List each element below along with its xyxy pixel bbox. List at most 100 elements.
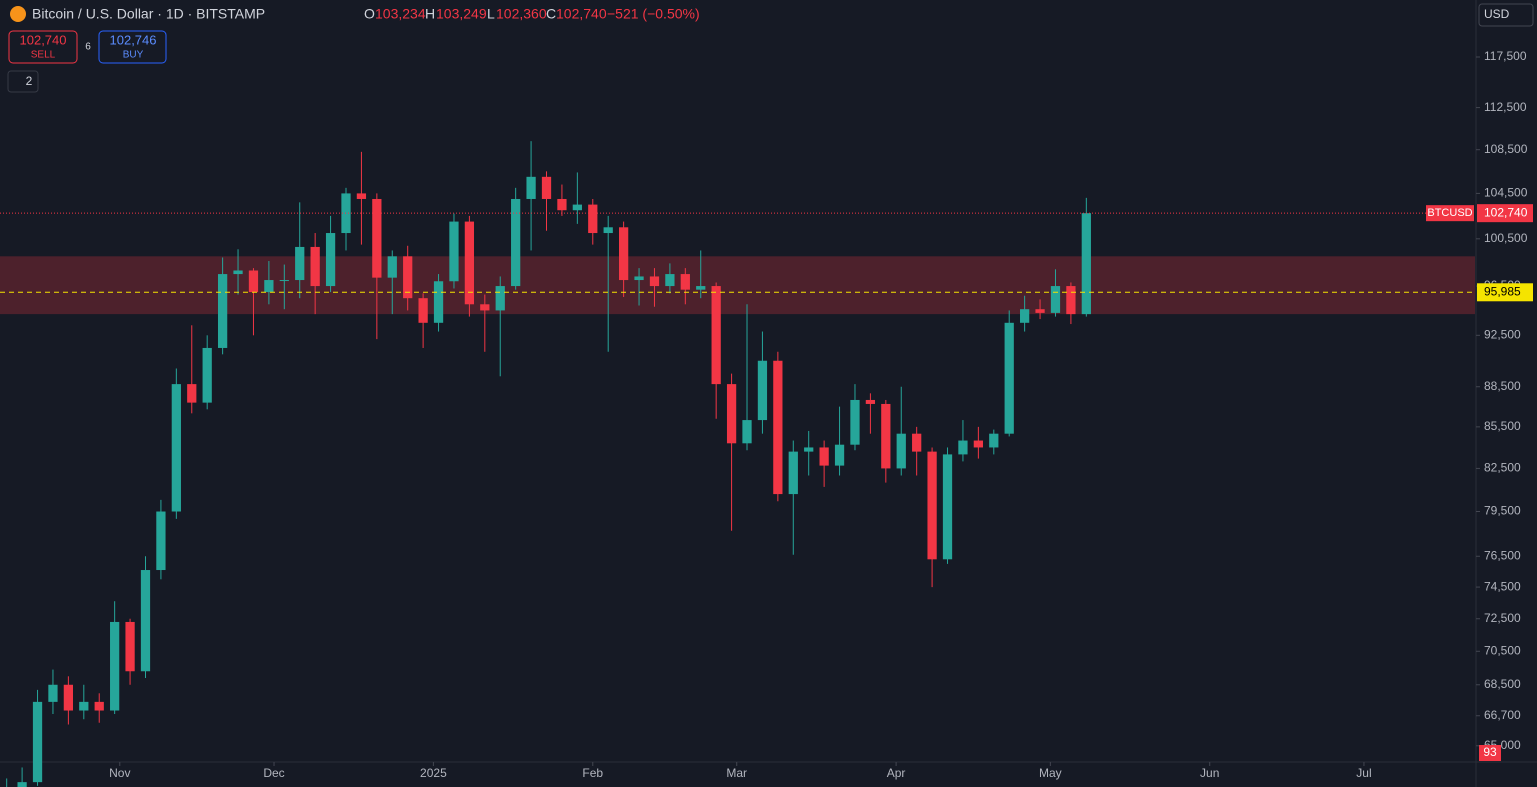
candle-body bbox=[958, 440, 968, 455]
candle-body bbox=[912, 433, 922, 452]
candle-body bbox=[356, 193, 367, 199]
ohlc-label: O bbox=[364, 6, 375, 22]
chart-title: Bitcoin / U.S. Dollar · 1D · BITSTAMP bbox=[32, 6, 265, 22]
candle-body bbox=[511, 198, 521, 287]
candle-body bbox=[927, 451, 937, 560]
candle-body bbox=[588, 204, 598, 234]
plot bbox=[0, 141, 1475, 787]
volume-badge: 93 bbox=[1483, 745, 1497, 759]
x-tick-label: Apr bbox=[887, 766, 906, 780]
volume-badge-box bbox=[1479, 745, 1501, 761]
candle-body bbox=[1081, 213, 1091, 315]
candle-body bbox=[295, 246, 305, 281]
y-tick-label: 117,500 bbox=[1484, 49, 1527, 63]
candle-body bbox=[881, 403, 891, 469]
ohlc-label: H bbox=[425, 6, 435, 22]
candle-body bbox=[217, 274, 228, 348]
candle-body bbox=[94, 701, 104, 711]
candle-body bbox=[32, 701, 43, 783]
y-tick-label: 92,500 bbox=[1484, 327, 1521, 341]
candle-body bbox=[1050, 286, 1061, 313]
last-price-box bbox=[1477, 204, 1533, 223]
y-tick-label: 82,500 bbox=[1484, 461, 1521, 475]
candle-body bbox=[279, 280, 289, 282]
ohlc-value: 103,249 bbox=[436, 6, 487, 22]
x-tick-label: Nov bbox=[109, 766, 130, 780]
candle-body bbox=[773, 360, 783, 495]
ohlc-value: 103,234 bbox=[375, 6, 426, 22]
candle-body bbox=[989, 433, 999, 448]
candle-body bbox=[248, 270, 259, 293]
ohlc-value: 102,360 bbox=[496, 6, 547, 22]
x-tick-label: Jun bbox=[1200, 766, 1219, 780]
candle-body bbox=[834, 444, 845, 466]
candle-body bbox=[665, 274, 675, 287]
x-tick-label: Dec bbox=[263, 766, 284, 780]
sell-button[interactable] bbox=[8, 30, 78, 64]
candle-body bbox=[233, 270, 243, 275]
candle-body bbox=[541, 176, 552, 199]
candle-body bbox=[788, 451, 798, 495]
candle-body bbox=[557, 198, 567, 211]
ohlc-label: L bbox=[487, 6, 495, 22]
candle-body bbox=[110, 621, 120, 711]
buy-button[interactable] bbox=[98, 30, 167, 64]
sell-price[interactable]: 102,740 bbox=[20, 32, 67, 47]
change: −521 (−0.50%) bbox=[607, 6, 700, 22]
buy-label[interactable]: BUY bbox=[123, 50, 144, 61]
y-tick-label: 100,500 bbox=[1484, 231, 1528, 245]
buy-price[interactable]: 102,746 bbox=[110, 32, 157, 47]
spread: 6 bbox=[85, 42, 91, 53]
y-tick-label: 85,500 bbox=[1484, 419, 1521, 433]
currency[interactable]: USD bbox=[1484, 7, 1510, 21]
candle-body bbox=[757, 360, 768, 421]
candle-body bbox=[896, 433, 906, 469]
candle-body bbox=[187, 384, 197, 403]
candle-body bbox=[973, 440, 983, 448]
candle-body bbox=[680, 274, 690, 290]
y-tick-label: 74,500 bbox=[1484, 579, 1521, 593]
candle-body bbox=[1004, 322, 1014, 434]
y-tick-label: 76,500 bbox=[1484, 548, 1521, 562]
candle-body bbox=[433, 281, 444, 323]
candle-body bbox=[1035, 309, 1045, 313]
candle-body bbox=[125, 621, 135, 672]
candle-body bbox=[1020, 309, 1030, 323]
candle-body bbox=[387, 256, 397, 278]
x-tick-label: Jul bbox=[1356, 766, 1371, 780]
sell-label[interactable]: SELL bbox=[31, 50, 56, 61]
indicators-count[interactable]: 2 bbox=[26, 74, 33, 88]
candle-body bbox=[17, 782, 27, 787]
ohlc-label: C bbox=[546, 6, 556, 22]
candle-body bbox=[63, 684, 74, 711]
y-tick-label: 112,500 bbox=[1484, 100, 1527, 114]
candle-body bbox=[48, 684, 58, 702]
candle-body bbox=[264, 280, 274, 293]
candle-body bbox=[449, 221, 459, 282]
candle-body bbox=[341, 193, 351, 234]
candle-body bbox=[742, 420, 752, 444]
coin-icon bbox=[10, 6, 26, 22]
ohlc-value: 102,740 bbox=[556, 6, 607, 22]
y-tick-label: 68,500 bbox=[1484, 677, 1521, 691]
y-tick-label: 108,500 bbox=[1484, 142, 1528, 156]
y-tick-label: 79,500 bbox=[1484, 504, 1521, 518]
candle-body bbox=[711, 286, 721, 385]
candle-body bbox=[804, 447, 814, 452]
candle-body bbox=[696, 286, 706, 290]
y-tick-label: 104,500 bbox=[1484, 186, 1528, 200]
x-tick-label: May bbox=[1039, 766, 1062, 780]
y-tick-label: 70,500 bbox=[1484, 643, 1521, 657]
candle-body bbox=[372, 198, 382, 278]
candle-body bbox=[526, 176, 536, 199]
value-area-zone bbox=[0, 256, 1475, 315]
candle-body bbox=[464, 221, 475, 305]
symbol-label-box bbox=[1426, 205, 1474, 222]
currency-button[interactable] bbox=[1478, 3, 1534, 27]
x-tick-label: Feb bbox=[582, 766, 603, 780]
candle-body bbox=[1066, 286, 1076, 315]
candle-body bbox=[618, 227, 629, 281]
indicators-toggle[interactable] bbox=[7, 70, 39, 93]
